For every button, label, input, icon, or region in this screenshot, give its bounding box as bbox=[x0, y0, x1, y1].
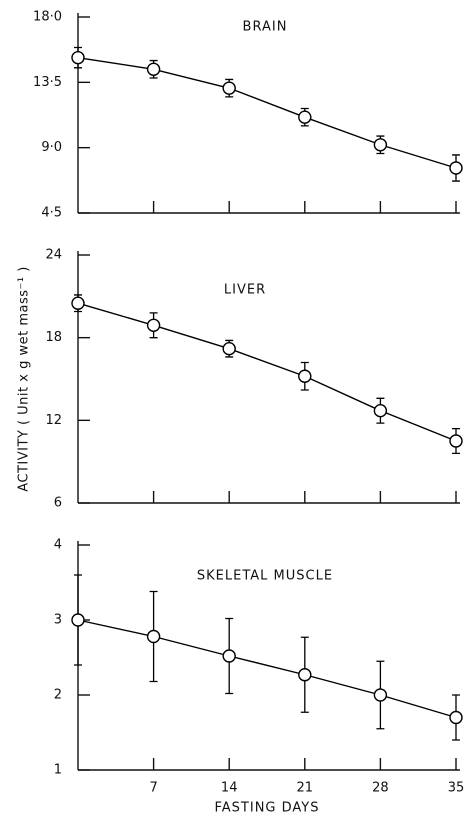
data-line bbox=[77, 619, 457, 719]
panel-title: LIVER bbox=[224, 283, 266, 298]
data-point bbox=[71, 296, 85, 310]
data-point bbox=[373, 403, 388, 418]
x-tick-label: 7 bbox=[149, 781, 157, 796]
data-line bbox=[77, 302, 457, 442]
y-tick-label: 13·5 bbox=[33, 75, 62, 90]
data-point bbox=[222, 341, 236, 356]
data-point bbox=[146, 62, 161, 76]
y-tick-label: 4 bbox=[54, 538, 62, 553]
x-axis-label: FASTING DAYS bbox=[215, 801, 320, 816]
y-tick-label: 9·0 bbox=[41, 140, 62, 155]
panel-title: SKELETAL MUSCLE bbox=[197, 569, 333, 584]
y-tick-label: 18 bbox=[45, 330, 62, 345]
y-tick-label: 2 bbox=[54, 688, 62, 703]
y-tick-label: 4·5 bbox=[41, 206, 62, 221]
x-tick-label: 21 bbox=[297, 781, 314, 796]
y-tick-label: 3 bbox=[54, 613, 62, 628]
x-tick-label: 28 bbox=[372, 781, 389, 796]
x-tick-label: 14 bbox=[221, 781, 238, 796]
y-tick-label: 1 bbox=[54, 763, 62, 778]
data-point bbox=[298, 369, 312, 383]
data-point bbox=[449, 161, 463, 175]
y-tick-label: 24 bbox=[45, 248, 62, 263]
data-point bbox=[373, 138, 388, 152]
panel-title: BRAIN bbox=[243, 20, 288, 35]
data-point bbox=[449, 434, 463, 448]
data-line bbox=[77, 56, 457, 169]
data-point bbox=[298, 668, 312, 682]
data-point bbox=[298, 110, 312, 124]
y-tick-label: 18·0 bbox=[33, 10, 62, 25]
y-tick-label: 6 bbox=[54, 496, 62, 511]
data-point bbox=[146, 318, 161, 332]
data-point bbox=[222, 649, 236, 663]
data-point bbox=[373, 688, 388, 702]
data-point bbox=[222, 81, 236, 95]
data-point bbox=[449, 710, 463, 725]
y-axis-label: ACTIVITY ( Unit x g wet mass⁻¹ ) bbox=[17, 266, 32, 492]
data-point bbox=[71, 613, 85, 627]
x-tick-label: 35 bbox=[448, 781, 465, 796]
y-tick-label: 12 bbox=[45, 413, 62, 428]
data-point bbox=[71, 50, 85, 65]
data-point bbox=[146, 629, 161, 644]
